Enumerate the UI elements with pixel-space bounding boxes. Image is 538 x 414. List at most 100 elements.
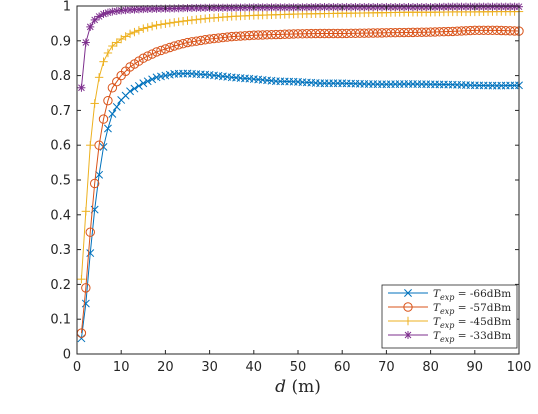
legend-entry-1-sub: exp — [440, 293, 454, 302]
legend-entry-4-sub: exp — [440, 335, 454, 344]
legend-marks — [388, 289, 428, 339]
legend-entry-1-rest: = -66dBm — [454, 288, 511, 300]
legend-entry-3: Texp = -45dBm — [433, 316, 511, 330]
legend-entry-2: Texp = -57dBm — [433, 302, 511, 316]
y-tick-label-0.3: 0.3 — [50, 243, 71, 258]
series-4-point-4 — [90, 15, 99, 24]
legend-box — [381, 284, 518, 349]
series-2-point-3 — [85, 227, 95, 237]
series-3-point-10 — [117, 34, 126, 44]
x-tick-label-50: 50 — [290, 360, 307, 375]
series-2-point-4 — [89, 178, 100, 189]
series-3-point-14 — [134, 26, 144, 35]
y-tick-label-0.4: 0.4 — [50, 208, 71, 223]
x-tick-label-10: 10 — [113, 360, 130, 375]
x-tick-label-60: 60 — [334, 360, 351, 375]
x-tick-label-40: 40 — [246, 360, 263, 375]
y-tick-label-0.6: 0.6 — [50, 139, 71, 154]
series-3-point-5 — [94, 73, 104, 82]
x-tick-label-100: 100 — [507, 360, 532, 375]
series-2-point-25 — [182, 37, 193, 48]
x-tick-label-30: 30 — [201, 360, 218, 375]
series-3-point-8 — [108, 41, 117, 51]
y-tick-label-1: 1 — [63, 0, 71, 15]
series-3-point-4 — [90, 99, 99, 108]
x-tick-label-90: 90 — [467, 360, 484, 375]
legend-entry-2-rest: = -57dBm — [454, 302, 511, 314]
x-tick-label-70: 70 — [378, 360, 395, 375]
series-2-point-22 — [169, 41, 179, 51]
ticks-layer: 0 10 20 30 40 50 60 70 80 90 100 0 0.1 0.2 0.3 0.4 0.5 0.… — [50, 0, 531, 375]
x-tick-label-80: 80 — [422, 360, 439, 375]
series-2-point-27 — [191, 36, 202, 46]
series-2-point-2 — [81, 283, 91, 293]
legend-entry-1-sym: T — [433, 288, 441, 300]
series-3-point-13 — [130, 27, 139, 37]
series-4-point-2 — [81, 38, 90, 47]
series-3-point-15 — [139, 24, 148, 33]
series-1-point-17 — [148, 75, 157, 84]
series-2-point-8 — [107, 83, 118, 93]
x-axis-label-unit: (m) — [286, 377, 321, 397]
series-2-point-5 — [94, 140, 104, 150]
series-markers-3 — [77, 7, 524, 284]
series-3-point-18 — [152, 20, 161, 30]
x-axis-label-var: d — [275, 377, 286, 397]
y-tick-label-0.9: 0.9 — [50, 34, 71, 49]
series-3-point-6 — [99, 57, 108, 66]
series-3-point-24 — [178, 16, 188, 26]
series-markers-4 — [77, 2, 523, 92]
y-tick-label-0.2: 0.2 — [50, 278, 71, 293]
series-3-point-21 — [165, 18, 175, 28]
legend-entry-3-sub: exp — [440, 321, 454, 330]
series-2-point-34 — [222, 32, 232, 42]
series-1-point-1 — [77, 334, 86, 343]
series-1-point-12 — [126, 87, 134, 96]
series-2-point-9 — [112, 76, 122, 87]
legend-entry-3-rest: = -45dBm — [454, 316, 511, 328]
x-tick-label-20: 20 — [157, 360, 174, 375]
series-1-point-2 — [81, 299, 90, 308]
series-3-point-16 — [143, 23, 152, 32]
series-4-point-1 — [77, 83, 86, 92]
series-3-point-19 — [156, 20, 166, 29]
series-1-point-5 — [95, 170, 104, 179]
series-1-point-16 — [143, 77, 152, 86]
series-2-point-20 — [160, 44, 171, 54]
series-markers-2 — [76, 25, 524, 338]
series-2-point-29 — [200, 35, 210, 45]
legend-entry-4-rest: = -33dBm — [454, 330, 511, 342]
x-tick-label-0: 0 — [73, 360, 81, 375]
series-2-point-7 — [103, 95, 113, 106]
legend-marker-2 — [403, 302, 413, 312]
series-1-point-7 — [103, 124, 112, 133]
series-2-point-24 — [178, 39, 188, 49]
series-2-point-31 — [209, 33, 219, 44]
series-1-point-15 — [139, 79, 148, 88]
legend-entry-4-sym: T — [433, 330, 441, 342]
series-markers-1 — [77, 69, 523, 343]
series-2-point-28 — [196, 35, 206, 46]
series-2-point-32 — [213, 33, 224, 43]
legend-entry-4: Texp = -33dBm — [433, 330, 511, 344]
series-2-point-16 — [143, 51, 153, 61]
series-2-point-30 — [204, 34, 215, 44]
legend-entry-2-sym: T — [433, 302, 441, 314]
series-2-point-6 — [98, 114, 109, 124]
series-1-point-13 — [130, 84, 139, 93]
series-3-point-12 — [125, 29, 135, 39]
series-2-point-33 — [218, 32, 228, 43]
series-layer — [76, 2, 524, 343]
series-1-point-3 — [86, 249, 95, 258]
series-3-point-23 — [174, 17, 183, 26]
series-3-point-2 — [81, 207, 91, 216]
series-3-point-11 — [121, 32, 130, 41]
series-3-point-7 — [103, 48, 113, 58]
series-2-point-15 — [138, 53, 149, 63]
y-tick-label-0.5: 0.5 — [50, 174, 71, 189]
x-axis-label: d (m) — [275, 377, 321, 397]
series-2-point-26 — [187, 37, 197, 47]
legend-entry-2-sub: exp — [440, 307, 454, 316]
series-1-point-8 — [108, 109, 117, 118]
series-2-point-17 — [147, 49, 157, 59]
